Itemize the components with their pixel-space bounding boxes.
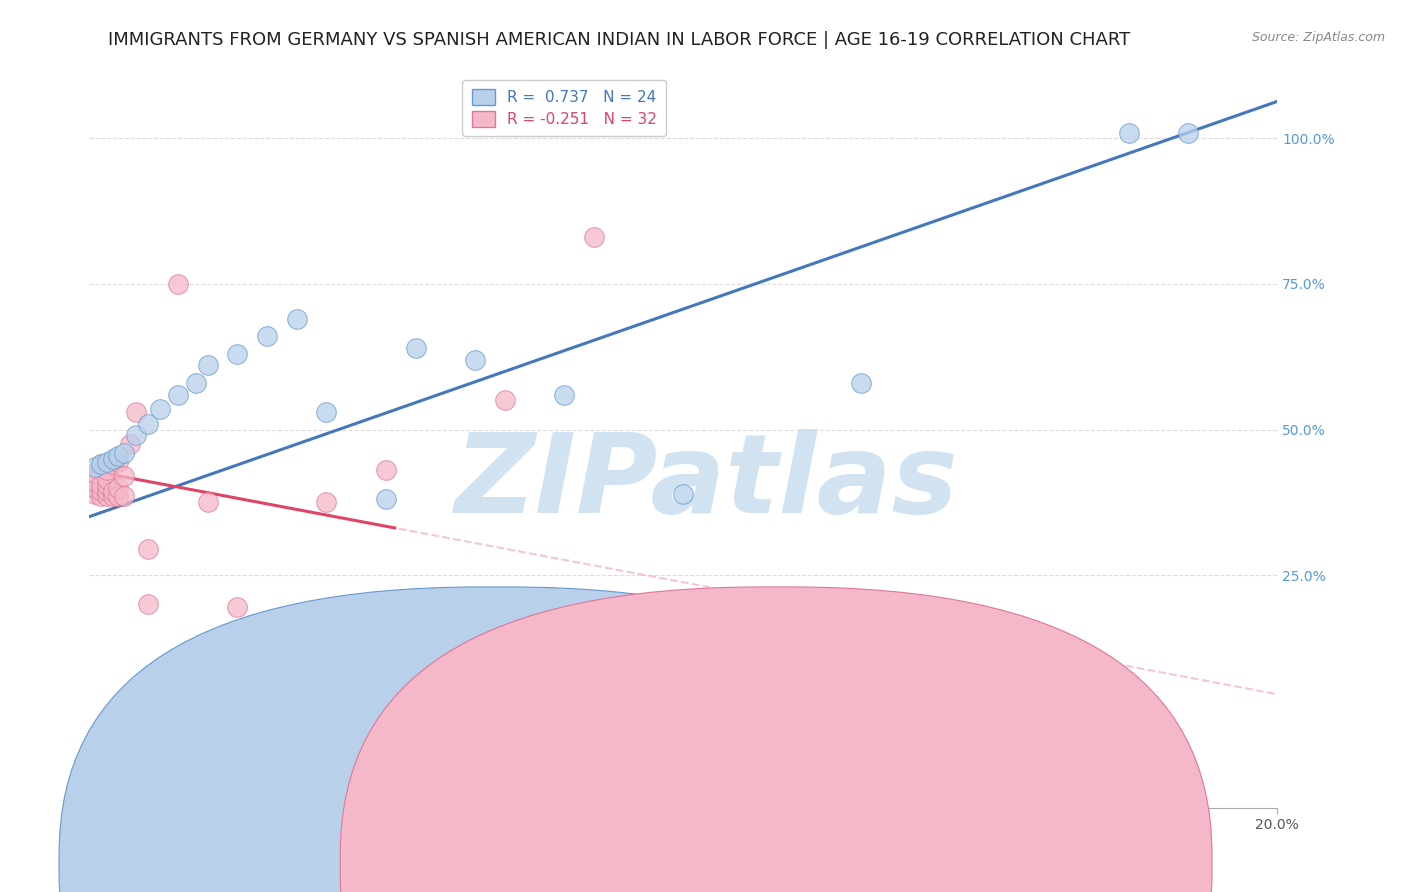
Point [90, 483, 112, 498]
Point [672, 486, 695, 500]
Point [285, 311, 308, 326]
Point [83, 481, 105, 495]
Point [112, 469, 135, 483]
Point [90, 458, 112, 472]
Text: IMMIGRANTS FROM GERMANY VS SPANISH AMERICAN INDIAN IN LABOR FORCE | AGE 16-19 CO: IMMIGRANTS FROM GERMANY VS SPANISH AMERI… [107, 31, 1130, 49]
Point [197, 495, 219, 509]
Point [107, 481, 129, 495]
Text: ZIPatlas: ZIPatlas [456, 429, 959, 536]
Point [405, 341, 427, 355]
Point [83, 466, 105, 480]
Point [374, 463, 396, 477]
Point [1118, 126, 1140, 140]
Point [256, 329, 278, 343]
Point [107, 490, 129, 504]
Point [96, 478, 118, 492]
Point [553, 387, 575, 401]
Point [101, 451, 124, 466]
Point [90, 490, 112, 504]
Text: Immigrants from Germany: Immigrants from Germany [516, 857, 720, 871]
Point [107, 454, 129, 468]
Point [167, 277, 190, 291]
Point [494, 393, 516, 408]
Point [101, 458, 124, 472]
Point [125, 405, 148, 419]
Point [851, 376, 873, 390]
Point [315, 405, 337, 419]
Legend: R =  0.737   N = 24, R = -0.251   N = 32: R = 0.737 N = 24, R = -0.251 N = 32 [463, 80, 666, 136]
Point [197, 359, 219, 373]
Point [582, 230, 605, 244]
Point [374, 492, 396, 507]
Point [125, 428, 148, 442]
Point [149, 402, 172, 417]
Point [136, 417, 159, 431]
Point [96, 483, 118, 498]
Point [101, 490, 124, 504]
Point [226, 347, 249, 361]
Point [96, 472, 118, 486]
Point [107, 449, 129, 463]
Point [315, 495, 337, 509]
Point [96, 490, 118, 504]
Point [464, 352, 486, 367]
Point [83, 460, 105, 475]
Point [136, 541, 159, 556]
Point [96, 454, 118, 468]
Point [101, 483, 124, 498]
Point [83, 475, 105, 489]
Point [136, 597, 159, 611]
Point [90, 458, 112, 472]
Point [112, 446, 135, 460]
Point [120, 437, 142, 451]
Point [167, 387, 190, 401]
Text: Spanish American Indians: Spanish American Indians [797, 857, 995, 871]
Text: Source: ZipAtlas.com: Source: ZipAtlas.com [1251, 31, 1385, 45]
Point [112, 490, 135, 504]
Point [1177, 126, 1199, 140]
Point [83, 486, 105, 500]
Point [96, 463, 118, 477]
Point [90, 478, 112, 492]
Point [226, 600, 249, 615]
Point [184, 376, 207, 390]
